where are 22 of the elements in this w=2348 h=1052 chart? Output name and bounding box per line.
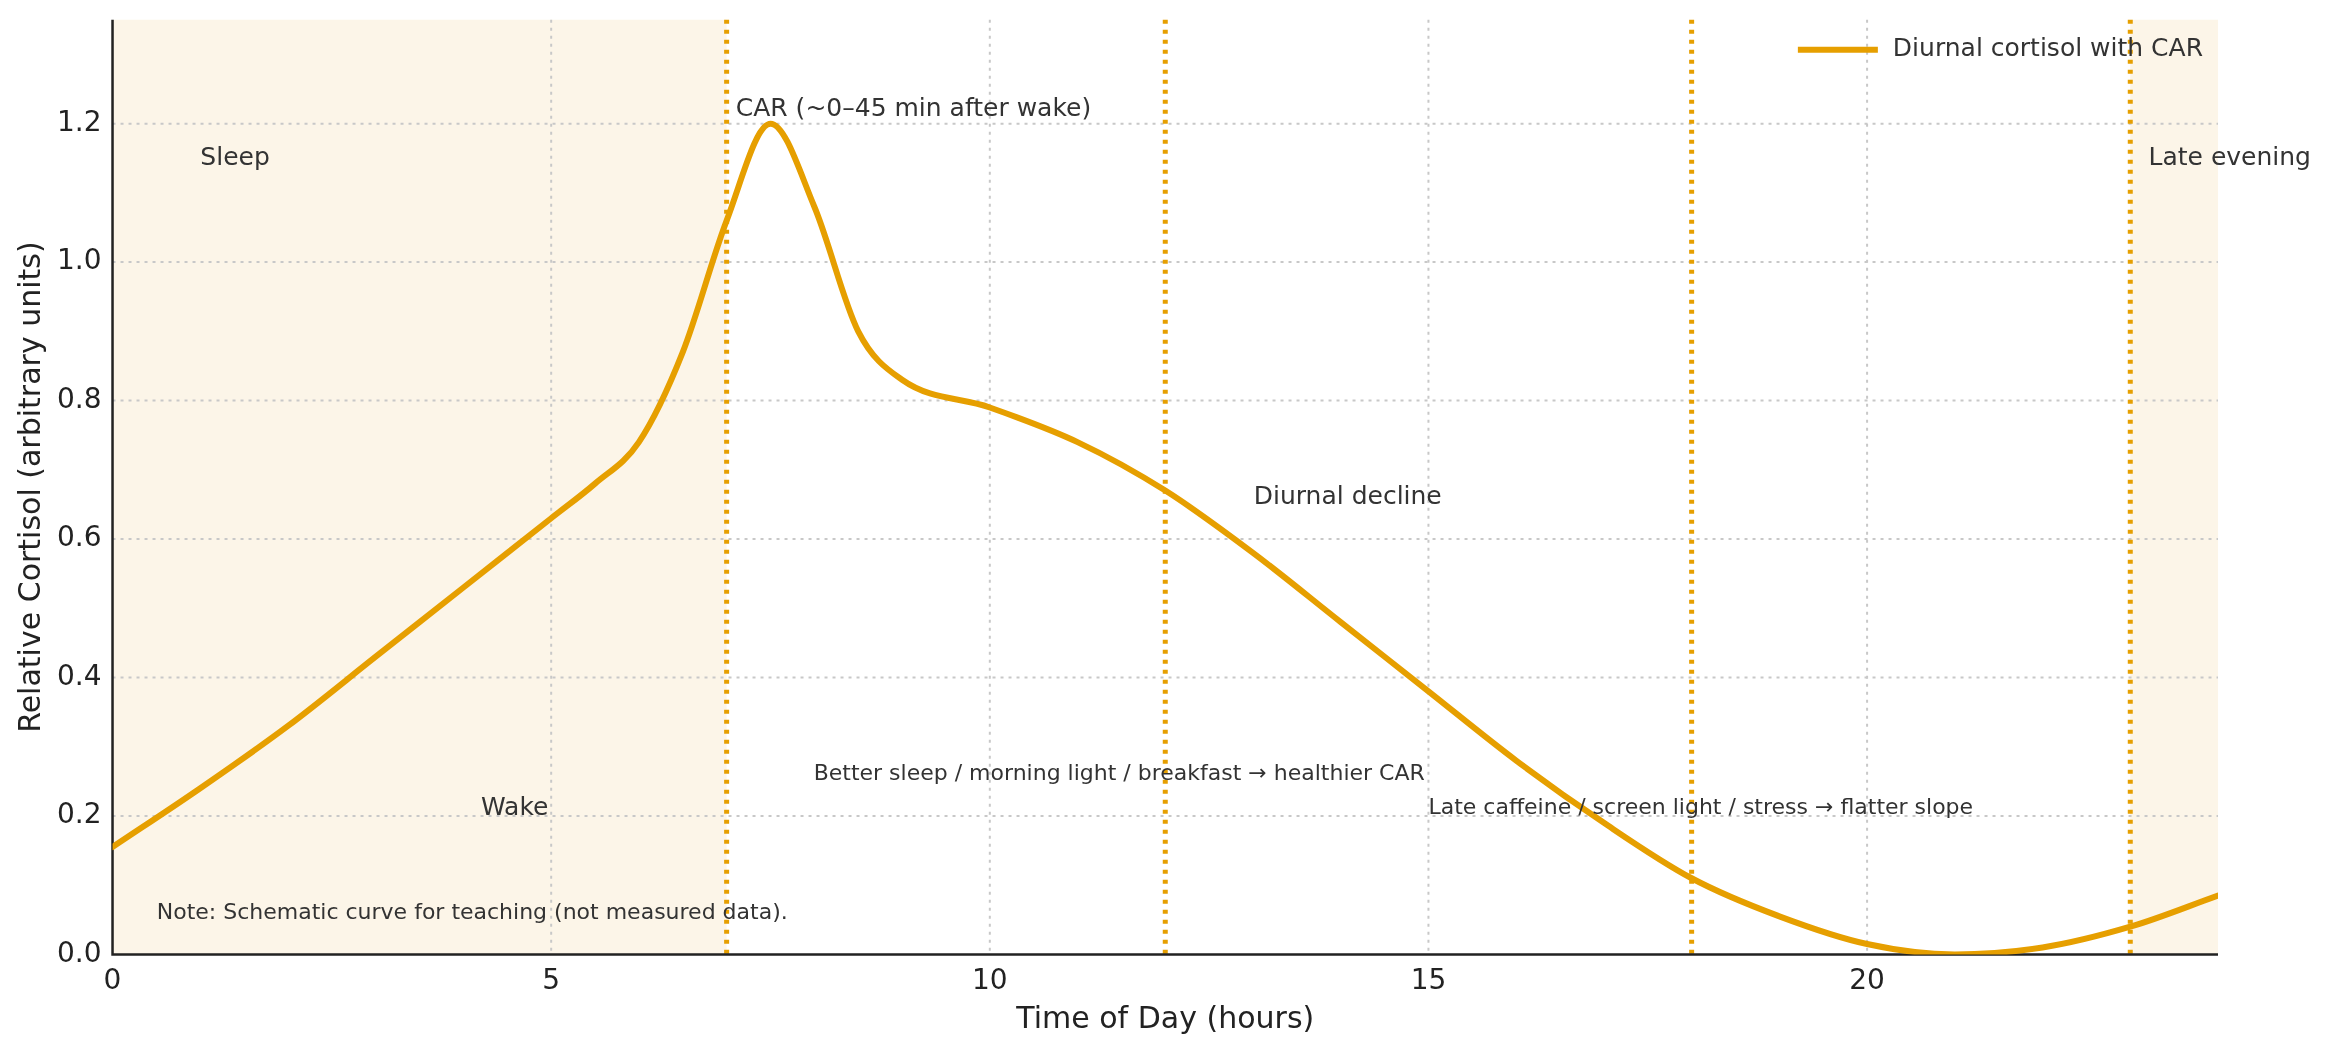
y-tick-label: 1.0 <box>57 243 102 277</box>
annotation: Sleep <box>200 141 270 171</box>
y-tick-label: 0.2 <box>57 797 102 831</box>
annotation: Note: Schematic curve for teaching (not measured data). <box>156 899 788 924</box>
annotation: CAR (~0–45 min after wake) <box>735 93 1092 123</box>
legend-label: Diurnal cortisol with CAR <box>1892 33 2204 63</box>
y-tick-label: 0.6 <box>57 520 102 554</box>
annotation: Late evening <box>2148 141 2311 171</box>
x-axis-title: Time of Day (hours) <box>1015 999 1315 1035</box>
annotation: Diurnal decline <box>1253 480 1442 510</box>
annotation: Better sleep / morning light / breakfast → healthier CAR <box>813 759 1425 785</box>
y-tick-label: 1.2 <box>57 104 102 138</box>
x-tick-label: 0 <box>103 963 122 997</box>
x-tick-label: 15 <box>1410 963 1447 997</box>
y-axis-title: Relative Cortisol (arbitrary units) <box>11 241 47 733</box>
x-tick-label: 5 <box>542 963 561 997</box>
y-tick-label: 0.4 <box>57 658 102 692</box>
x-tick-label: 10 <box>971 963 1008 997</box>
y-tick-label: 0.8 <box>57 381 102 415</box>
annotation: Wake <box>480 792 549 822</box>
x-tick-label: 20 <box>1849 963 1885 997</box>
y-tick-label: 0.0 <box>57 935 102 969</box>
